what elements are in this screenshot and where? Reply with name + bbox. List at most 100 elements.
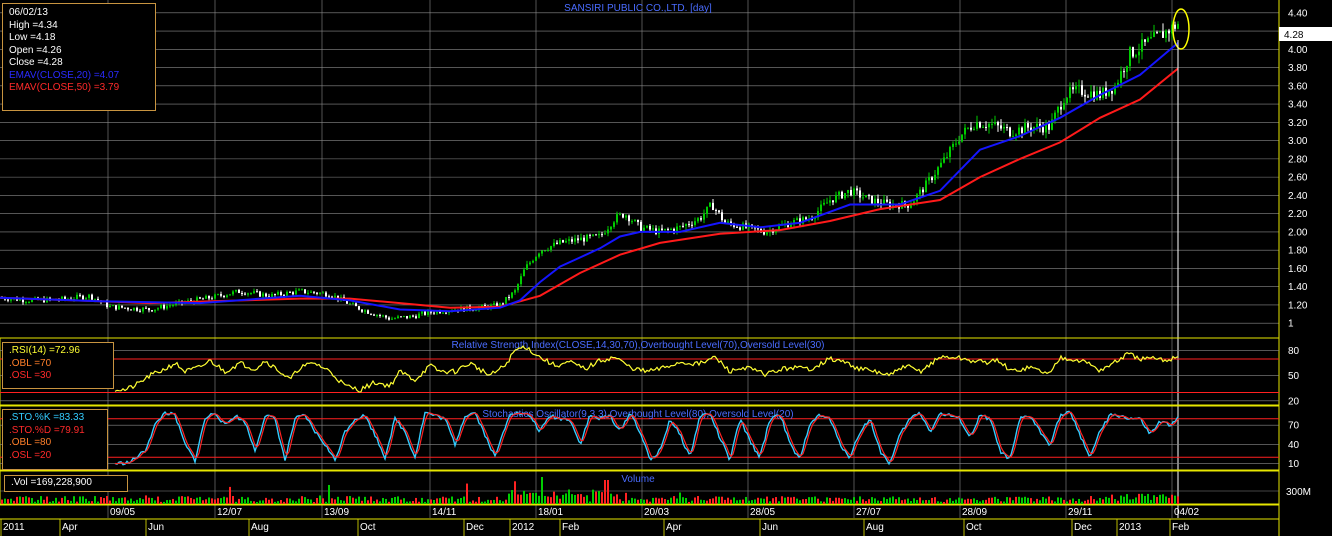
volume-bar <box>1144 496 1146 504</box>
volume-bar <box>1066 501 1068 504</box>
volume-bar <box>712 498 714 504</box>
volume-bar <box>346 496 348 504</box>
volume-bar <box>673 496 675 504</box>
volume-bar <box>268 499 270 504</box>
volume-bar <box>613 496 615 504</box>
volume-bar <box>844 498 846 504</box>
volume-bar <box>352 497 354 504</box>
volume-bar <box>991 497 993 504</box>
volume-bar <box>520 494 522 504</box>
candle-body <box>349 303 351 305</box>
volume-bar <box>1099 497 1101 504</box>
volume-bar <box>1096 500 1098 504</box>
candle-body <box>412 315 414 317</box>
volume-bar <box>718 496 720 504</box>
candle-body <box>1072 87 1074 90</box>
x-date-label: 18/01 <box>538 507 563 518</box>
volume-bar <box>1168 497 1170 504</box>
candle-body <box>463 306 465 312</box>
candle-body <box>79 294 81 296</box>
candle-body <box>301 289 303 291</box>
candle-body <box>1144 39 1146 42</box>
volume-bar <box>148 497 150 504</box>
x-month-label: 2011 <box>3 522 25 533</box>
candle-body <box>322 292 324 294</box>
volume-bar <box>484 501 486 504</box>
volume-bar <box>184 496 186 504</box>
price-tick-label: 2.80 <box>1288 154 1308 165</box>
candle-body <box>25 302 27 304</box>
candle-body <box>1036 123 1038 128</box>
volume-bar <box>757 497 759 504</box>
volume-bar <box>1090 496 1092 504</box>
highlight-ellipse <box>1172 8 1190 50</box>
volume-bar <box>1105 496 1107 504</box>
x-date-label: 09/05 <box>110 507 135 518</box>
volume-bar <box>670 497 672 504</box>
candle-body <box>877 198 879 204</box>
volume-bar <box>388 501 390 504</box>
volume-bar <box>1156 497 1158 504</box>
candle-body <box>475 310 477 312</box>
candle-body <box>697 218 699 222</box>
candle-body <box>400 316 402 318</box>
volume-bar <box>547 496 549 504</box>
candle-body <box>850 189 852 196</box>
rsi-panel[interactable]: Relative Strength Index(CLOSE,14,30,70),… <box>0 337 1300 407</box>
volume-bar <box>460 498 462 504</box>
volume-bar <box>493 499 495 504</box>
volume-bar <box>253 501 255 504</box>
candle-body <box>820 204 822 212</box>
candle-body <box>556 242 558 244</box>
volume-bar <box>94 496 96 504</box>
info-low: Low =4.18 <box>9 32 56 43</box>
candle-body <box>523 269 525 277</box>
stochastics-panel[interactable]: Stochastics Oscillator(9,3,3),Overbought… <box>0 405 1300 471</box>
volume-bar <box>529 492 531 504</box>
volume-bar <box>754 499 756 504</box>
candle-body <box>226 295 228 297</box>
candle-body <box>817 211 819 218</box>
volume-bar <box>376 499 378 504</box>
volume-bar <box>292 500 294 504</box>
volume-bar <box>472 500 474 504</box>
x-date-label: 28/05 <box>750 507 775 518</box>
volume-bar <box>994 496 996 504</box>
candle-body <box>289 291 291 293</box>
candle-body <box>844 193 846 199</box>
volume-bar <box>766 496 768 504</box>
volume-bar <box>676 498 678 504</box>
volume-bar <box>262 500 264 504</box>
volume-bar <box>385 498 387 504</box>
volume-bar <box>715 496 717 504</box>
candle-body <box>94 298 96 300</box>
volume-bar <box>379 501 381 504</box>
candle-body <box>943 157 945 163</box>
volume-bar <box>415 497 417 504</box>
volume-bar <box>325 501 327 504</box>
volume-bar <box>496 496 498 504</box>
candle-body <box>232 291 234 295</box>
volume-bar <box>1027 497 1029 504</box>
volume-bar <box>706 500 708 504</box>
candle-body <box>1018 127 1020 135</box>
volume-bar <box>100 497 102 504</box>
candle-body <box>31 299 33 303</box>
volume-bar <box>580 494 582 504</box>
volume-bar <box>1051 500 1053 504</box>
info-high: High =4.34 <box>9 19 58 31</box>
candle-body <box>85 297 87 300</box>
candle-body <box>790 224 792 228</box>
volume-bar <box>46 496 48 504</box>
candle-body <box>1078 85 1080 87</box>
volume-bar <box>196 497 198 504</box>
info-ema20: EMAV(CLOSE,20) =4.07 <box>9 69 120 81</box>
volume-bar <box>322 498 324 504</box>
candle-body <box>946 157 948 159</box>
candle-body <box>328 296 330 298</box>
volume-panel[interactable]: Volume 300M <box>0 470 1311 505</box>
candle-body <box>106 301 108 308</box>
volume-bar <box>121 497 123 504</box>
volume-bar <box>238 498 240 504</box>
